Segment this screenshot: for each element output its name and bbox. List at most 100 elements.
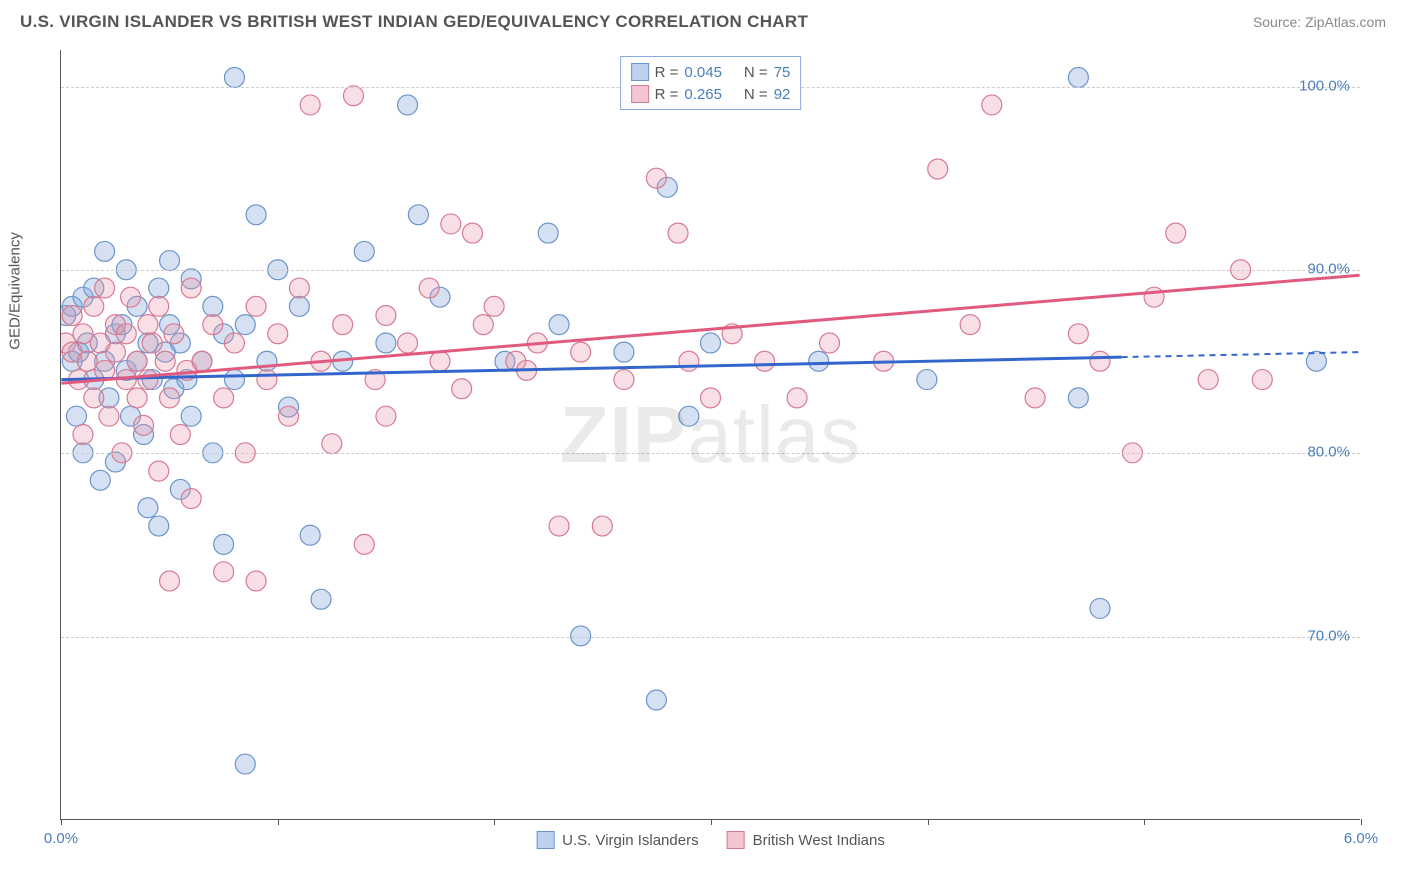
scatter-point bbox=[614, 370, 634, 390]
chart-source: Source: ZipAtlas.com bbox=[1253, 14, 1386, 30]
scatter-point bbox=[149, 278, 169, 298]
scatter-point bbox=[121, 406, 141, 426]
trend-line bbox=[61, 357, 1121, 379]
scatter-point bbox=[84, 388, 104, 408]
scatter-point bbox=[121, 287, 141, 307]
scatter-point bbox=[279, 406, 299, 426]
scatter-point bbox=[1198, 370, 1218, 390]
scatter-point bbox=[164, 379, 184, 399]
scatter-point bbox=[149, 296, 169, 316]
legend-series-item: U.S. Virgin Islanders bbox=[536, 831, 698, 849]
scatter-point bbox=[105, 342, 125, 362]
legend-swatch bbox=[631, 63, 649, 81]
scatter-point bbox=[928, 159, 948, 179]
scatter-point bbox=[149, 516, 169, 536]
scatter-point bbox=[246, 296, 266, 316]
scatter-point bbox=[142, 333, 162, 353]
scatter-point bbox=[1090, 598, 1110, 618]
scatter-point bbox=[170, 479, 190, 499]
scatter-point bbox=[668, 223, 688, 243]
scatter-point bbox=[322, 434, 342, 454]
scatter-point bbox=[61, 333, 76, 353]
scatter-point bbox=[1068, 388, 1088, 408]
scatter-point bbox=[1252, 370, 1272, 390]
gridline bbox=[61, 637, 1360, 638]
legend-series-item: British West Indians bbox=[727, 831, 885, 849]
scatter-point bbox=[203, 315, 223, 335]
scatter-point bbox=[982, 95, 1002, 115]
scatter-point bbox=[62, 296, 82, 316]
scatter-point bbox=[701, 388, 721, 408]
scatter-point bbox=[138, 498, 158, 518]
scatter-point bbox=[408, 205, 428, 225]
scatter-point bbox=[235, 754, 255, 774]
scatter-point bbox=[235, 315, 255, 335]
scatter-point bbox=[84, 296, 104, 316]
gridline bbox=[61, 453, 1360, 454]
trend-line-dashed bbox=[1122, 352, 1360, 357]
scatter-point bbox=[62, 351, 82, 371]
chart-header: U.S. VIRGIN ISLANDER VS BRITISH WEST IND… bbox=[0, 0, 1406, 40]
scatter-point bbox=[506, 351, 526, 371]
scatter-point bbox=[84, 278, 104, 298]
scatter-point bbox=[527, 333, 547, 353]
scatter-point bbox=[300, 525, 320, 545]
scatter-point bbox=[116, 360, 136, 380]
trend-line bbox=[61, 275, 1359, 383]
scatter-point bbox=[279, 397, 299, 417]
scatter-point bbox=[484, 296, 504, 316]
scatter-point bbox=[177, 370, 197, 390]
scatter-point bbox=[820, 333, 840, 353]
scatter-point bbox=[192, 351, 212, 371]
scatter-point bbox=[1306, 351, 1326, 371]
scatter-point bbox=[430, 351, 450, 371]
scatter-point bbox=[246, 205, 266, 225]
watermark: ZIPatlas bbox=[560, 389, 861, 481]
y-tick-label: 70.0% bbox=[1307, 627, 1350, 644]
scatter-point bbox=[170, 333, 190, 353]
scatter-point bbox=[99, 406, 119, 426]
scatter-point bbox=[592, 516, 612, 536]
scatter-point bbox=[289, 296, 309, 316]
scatter-point bbox=[116, 324, 136, 344]
scatter-point bbox=[333, 315, 353, 335]
scatter-point bbox=[105, 452, 125, 472]
scatter-point bbox=[1144, 287, 1164, 307]
scatter-point bbox=[149, 461, 169, 481]
scatter-point bbox=[95, 278, 115, 298]
legend-series: U.S. Virgin Islanders British West India… bbox=[536, 831, 885, 849]
scatter-point bbox=[257, 351, 277, 371]
gridline bbox=[61, 270, 1360, 271]
scatter-point bbox=[398, 95, 418, 115]
scatter-point bbox=[127, 351, 147, 371]
scatter-point bbox=[142, 370, 162, 390]
legend-n-value: 92 bbox=[774, 86, 791, 103]
scatter-point bbox=[1166, 223, 1186, 243]
scatter-point bbox=[73, 287, 93, 307]
scatter-point bbox=[134, 415, 154, 435]
scatter-point bbox=[549, 315, 569, 335]
scatter-point bbox=[155, 351, 175, 371]
scatter-point bbox=[160, 251, 180, 271]
x-tick-label: 0.0% bbox=[44, 830, 78, 847]
scatter-point bbox=[398, 333, 418, 353]
scatter-point bbox=[646, 168, 666, 188]
scatter-point bbox=[127, 351, 147, 371]
legend-r-value: 0.045 bbox=[684, 64, 722, 81]
scatter-point bbox=[462, 223, 482, 243]
scatter-point bbox=[701, 333, 721, 353]
scatter-point bbox=[419, 278, 439, 298]
scatter-point bbox=[376, 306, 396, 326]
scatter-point bbox=[138, 370, 158, 390]
scatter-point bbox=[164, 324, 184, 344]
scatter-point bbox=[69, 370, 89, 390]
scatter-point bbox=[177, 360, 197, 380]
scatter-point bbox=[84, 370, 104, 390]
legend-n-label: N = bbox=[744, 64, 768, 81]
scatter-point bbox=[333, 351, 353, 371]
scatter-point bbox=[62, 306, 82, 326]
scatter-point bbox=[181, 406, 201, 426]
scatter-point bbox=[646, 690, 666, 710]
scatter-point bbox=[73, 324, 93, 344]
scatter-point bbox=[376, 333, 396, 353]
